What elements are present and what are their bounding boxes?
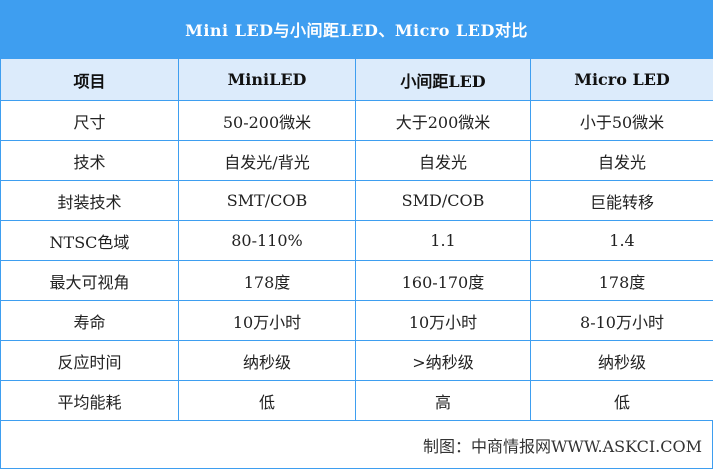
table-row: 尺寸 50-200微米 大于200微米 小于50微米	[0, 100, 713, 141]
row-label: 寿命	[0, 300, 179, 341]
table-cell: SMT/COB	[178, 180, 356, 221]
header-row: 项目 MiniLED 小间距LED Micro LED	[0, 58, 713, 101]
table-cell: 80-110%	[178, 220, 356, 261]
table-row: 技术 自发光/背光 自发光 自发光	[0, 140, 713, 181]
table-cell: 纳秒级	[530, 340, 713, 381]
table-cell: 50-200微米	[178, 100, 356, 141]
row-label: 尺寸	[0, 100, 179, 141]
table-row: NTSC色域 80-110% 1.1 1.4	[0, 220, 713, 261]
table-cell: 1.1	[355, 220, 531, 261]
table-cell: 自发光	[530, 140, 713, 181]
row-label: 技术	[0, 140, 179, 181]
table-cell: 巨能转移	[530, 180, 713, 221]
table-cell: 1.4	[530, 220, 713, 261]
table-cell: SMD/COB	[355, 180, 531, 221]
column-header: 小间距LED	[355, 58, 531, 101]
table-cell: 自发光/背光	[178, 140, 356, 181]
row-label: 平均能耗	[0, 380, 179, 421]
column-header: Micro LED	[530, 58, 713, 101]
table-row: 平均能耗低高低	[0, 380, 713, 421]
table-cell: 10万小时	[178, 300, 356, 341]
table-cell: 178度	[530, 260, 713, 301]
row-label: 最大可视角	[0, 260, 179, 301]
source-note: 制图：中商情报网WWW.ASKCI.COM	[0, 421, 713, 469]
table-cell: 高	[355, 380, 531, 421]
row-label: NTSC色域	[0, 220, 179, 261]
table-cell: 8-10万小时	[530, 300, 713, 341]
table-cell: >纳秒级	[355, 340, 531, 381]
table-title: Mini LED与小间距LED、Micro LED对比	[0, 0, 713, 58]
column-header: 项目	[0, 58, 179, 101]
table-cell: 178度	[178, 260, 356, 301]
table-row: 最大可视角 178度 160-170度 178度	[0, 260, 713, 301]
table-cell: 纳秒级	[178, 340, 356, 381]
table-cell: 低	[178, 380, 356, 421]
column-header: MiniLED	[178, 58, 356, 101]
table-cell: 160-170度	[355, 260, 531, 301]
table-cell: 小于50微米	[530, 100, 713, 141]
table-cell: 大于200微米	[355, 100, 531, 141]
table-row: 反应时间 纳秒级 >纳秒级 纳秒级	[0, 340, 713, 381]
table-cell: 10万小时	[355, 300, 531, 341]
row-label: 封装技术	[0, 180, 179, 221]
table-cell: 自发光	[355, 140, 531, 181]
table-cell: 低	[530, 380, 713, 421]
comparison-table: 项目 MiniLED 小间距LED Micro LED 尺寸 50-200微米 大于…	[0, 58, 713, 421]
table-row: 寿命 10万小时 10万小时 8-10万小时	[0, 300, 713, 341]
table-row: 封装技术 SMT/COB SMD/COB 巨能转移	[0, 180, 713, 221]
row-label: 反应时间	[0, 340, 179, 381]
